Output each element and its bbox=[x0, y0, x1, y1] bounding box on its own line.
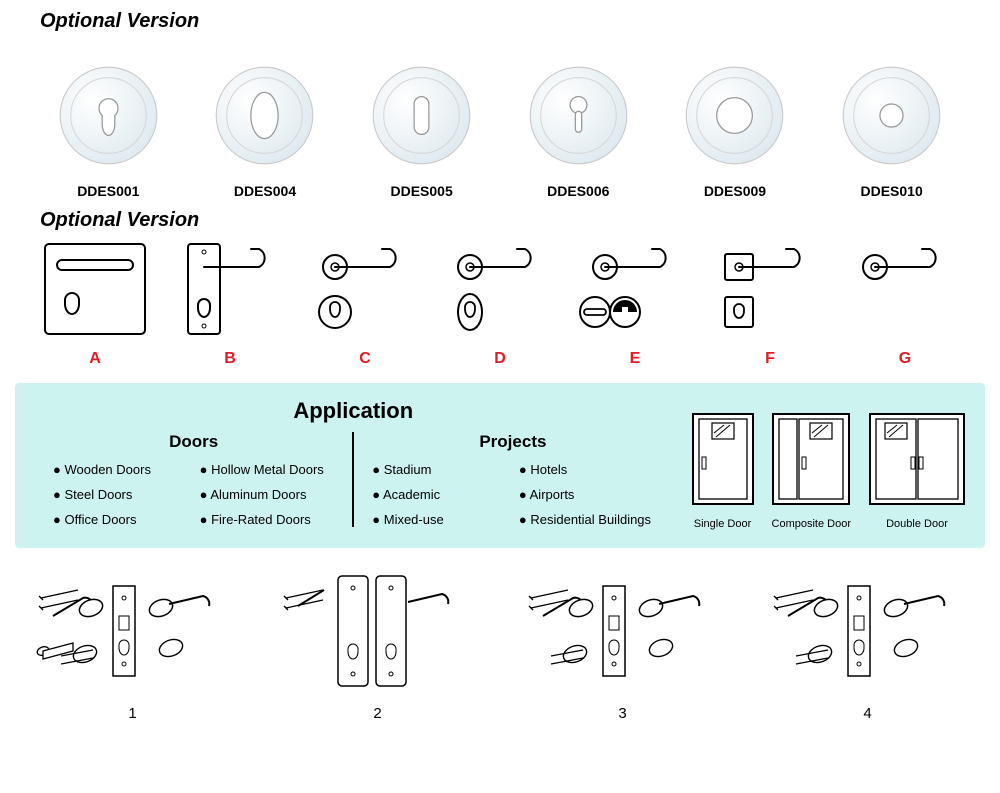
handle-letter: F bbox=[765, 350, 775, 368]
escutcheon-item: DDES010 bbox=[839, 63, 944, 199]
projects-subtitle: Projects bbox=[372, 432, 653, 452]
projects-column: Projects Stadium Hotels Academic Airports Mi… bbox=[354, 432, 671, 527]
handle-diagram bbox=[710, 242, 830, 342]
escutcheon-icon bbox=[56, 63, 161, 168]
list-item: Residential Buildings bbox=[519, 512, 654, 527]
assembly-number: 3 bbox=[618, 705, 626, 722]
escutcheon-icon bbox=[212, 63, 317, 168]
escutcheon-item: DDES006 bbox=[526, 63, 631, 199]
handle-letter: B bbox=[224, 350, 236, 368]
list-item: Fire-Rated Doors bbox=[200, 512, 335, 527]
door-icons: Single Door Composite Door Double Door bbox=[692, 398, 965, 530]
escutcheon-item: DDES009 bbox=[682, 63, 787, 199]
assembly-item: 3 bbox=[513, 566, 733, 722]
handle-item: D bbox=[435, 242, 565, 368]
list-item: Stadium bbox=[372, 462, 507, 477]
assembly-diagram bbox=[268, 566, 488, 701]
door-caption: Single Door bbox=[694, 518, 751, 530]
handle-item: F bbox=[705, 242, 835, 368]
handle-diagram bbox=[170, 242, 290, 342]
handle-diagram bbox=[305, 242, 425, 342]
handle-item: E bbox=[570, 242, 700, 368]
escutcheon-code: DDES005 bbox=[391, 183, 453, 199]
door-caption: Composite Door bbox=[772, 518, 851, 530]
handle-item: C bbox=[300, 242, 430, 368]
escutcheon-code: DDES010 bbox=[860, 183, 922, 199]
escutcheon-item: DDES001 bbox=[56, 63, 161, 199]
handle-letter: C bbox=[359, 350, 371, 368]
assembly-number: 4 bbox=[863, 705, 871, 722]
list-item: Hotels bbox=[519, 462, 654, 477]
door-type-item: Composite Door bbox=[772, 413, 851, 530]
projects-list: Stadium Hotels Academic Airports Mixed-use Re… bbox=[372, 462, 653, 527]
list-item: Steel Doors bbox=[53, 487, 188, 502]
assembly-diagram bbox=[758, 566, 978, 701]
application-title: Application bbox=[35, 398, 672, 424]
handle-letter: A bbox=[89, 350, 101, 368]
assembly-item: 4 bbox=[758, 566, 978, 722]
door-caption: Double Door bbox=[886, 518, 948, 530]
handle-letter: D bbox=[494, 350, 506, 368]
escutcheon-code: DDES004 bbox=[234, 183, 296, 199]
handle-diagram bbox=[845, 242, 965, 342]
application-box: Application Doors Wooden Doors Hollow Met… bbox=[15, 383, 985, 548]
handle-row: A B C D E bbox=[0, 232, 1000, 373]
door-icon bbox=[869, 413, 965, 512]
door-type-item: Double Door bbox=[869, 413, 965, 530]
list-item: Hollow Metal Doors bbox=[200, 462, 335, 477]
list-item: Office Doors bbox=[53, 512, 188, 527]
doors-list: Wooden Doors Hollow Metal Doors Steel Door… bbox=[53, 462, 334, 527]
list-item: Mixed-use bbox=[372, 512, 507, 527]
list-item: Aluminum Doors bbox=[200, 487, 335, 502]
handle-letter: G bbox=[899, 350, 911, 368]
section-title-2: Optional Version bbox=[0, 209, 1000, 232]
escutcheon-row: DDES001 DDES004 bbox=[0, 33, 1000, 209]
escutcheon-icon bbox=[839, 63, 944, 168]
escutcheon-code: DDES006 bbox=[547, 183, 609, 199]
handle-item: B bbox=[165, 242, 295, 368]
door-icon bbox=[772, 413, 850, 512]
assembly-number: 1 bbox=[128, 705, 136, 722]
list-item: Wooden Doors bbox=[53, 462, 188, 477]
escutcheon-icon bbox=[526, 63, 631, 168]
escutcheon-code: DDES009 bbox=[704, 183, 766, 199]
handle-diagram bbox=[440, 242, 560, 342]
assembly-row: 1 2 3 4 bbox=[0, 558, 1000, 722]
doors-subtitle: Doors bbox=[53, 432, 334, 452]
handle-item: A bbox=[30, 242, 160, 368]
assembly-item: 2 bbox=[268, 566, 488, 722]
escutcheon-item: DDES005 bbox=[369, 63, 474, 199]
list-item: Airports bbox=[519, 487, 654, 502]
escutcheon-item: DDES004 bbox=[212, 63, 317, 199]
handle-diagram bbox=[35, 242, 155, 342]
list-item: Academic bbox=[372, 487, 507, 502]
handle-letter: E bbox=[630, 350, 641, 368]
assembly-diagram bbox=[23, 566, 243, 701]
door-type-item: Single Door bbox=[692, 413, 754, 530]
assembly-number: 2 bbox=[373, 705, 381, 722]
doors-column: Doors Wooden Doors Hollow Metal Doors Stee… bbox=[35, 432, 354, 527]
assembly-diagram bbox=[513, 566, 733, 701]
door-icon bbox=[692, 413, 754, 512]
escutcheon-code: DDES001 bbox=[77, 183, 139, 199]
handle-item: G bbox=[840, 242, 970, 368]
handle-diagram bbox=[575, 242, 695, 342]
assembly-item: 1 bbox=[23, 566, 243, 722]
escutcheon-icon bbox=[682, 63, 787, 168]
application-text-area: Application Doors Wooden Doors Hollow Met… bbox=[35, 398, 672, 530]
escutcheon-icon bbox=[369, 63, 474, 168]
section-title-1: Optional Version bbox=[0, 0, 1000, 33]
